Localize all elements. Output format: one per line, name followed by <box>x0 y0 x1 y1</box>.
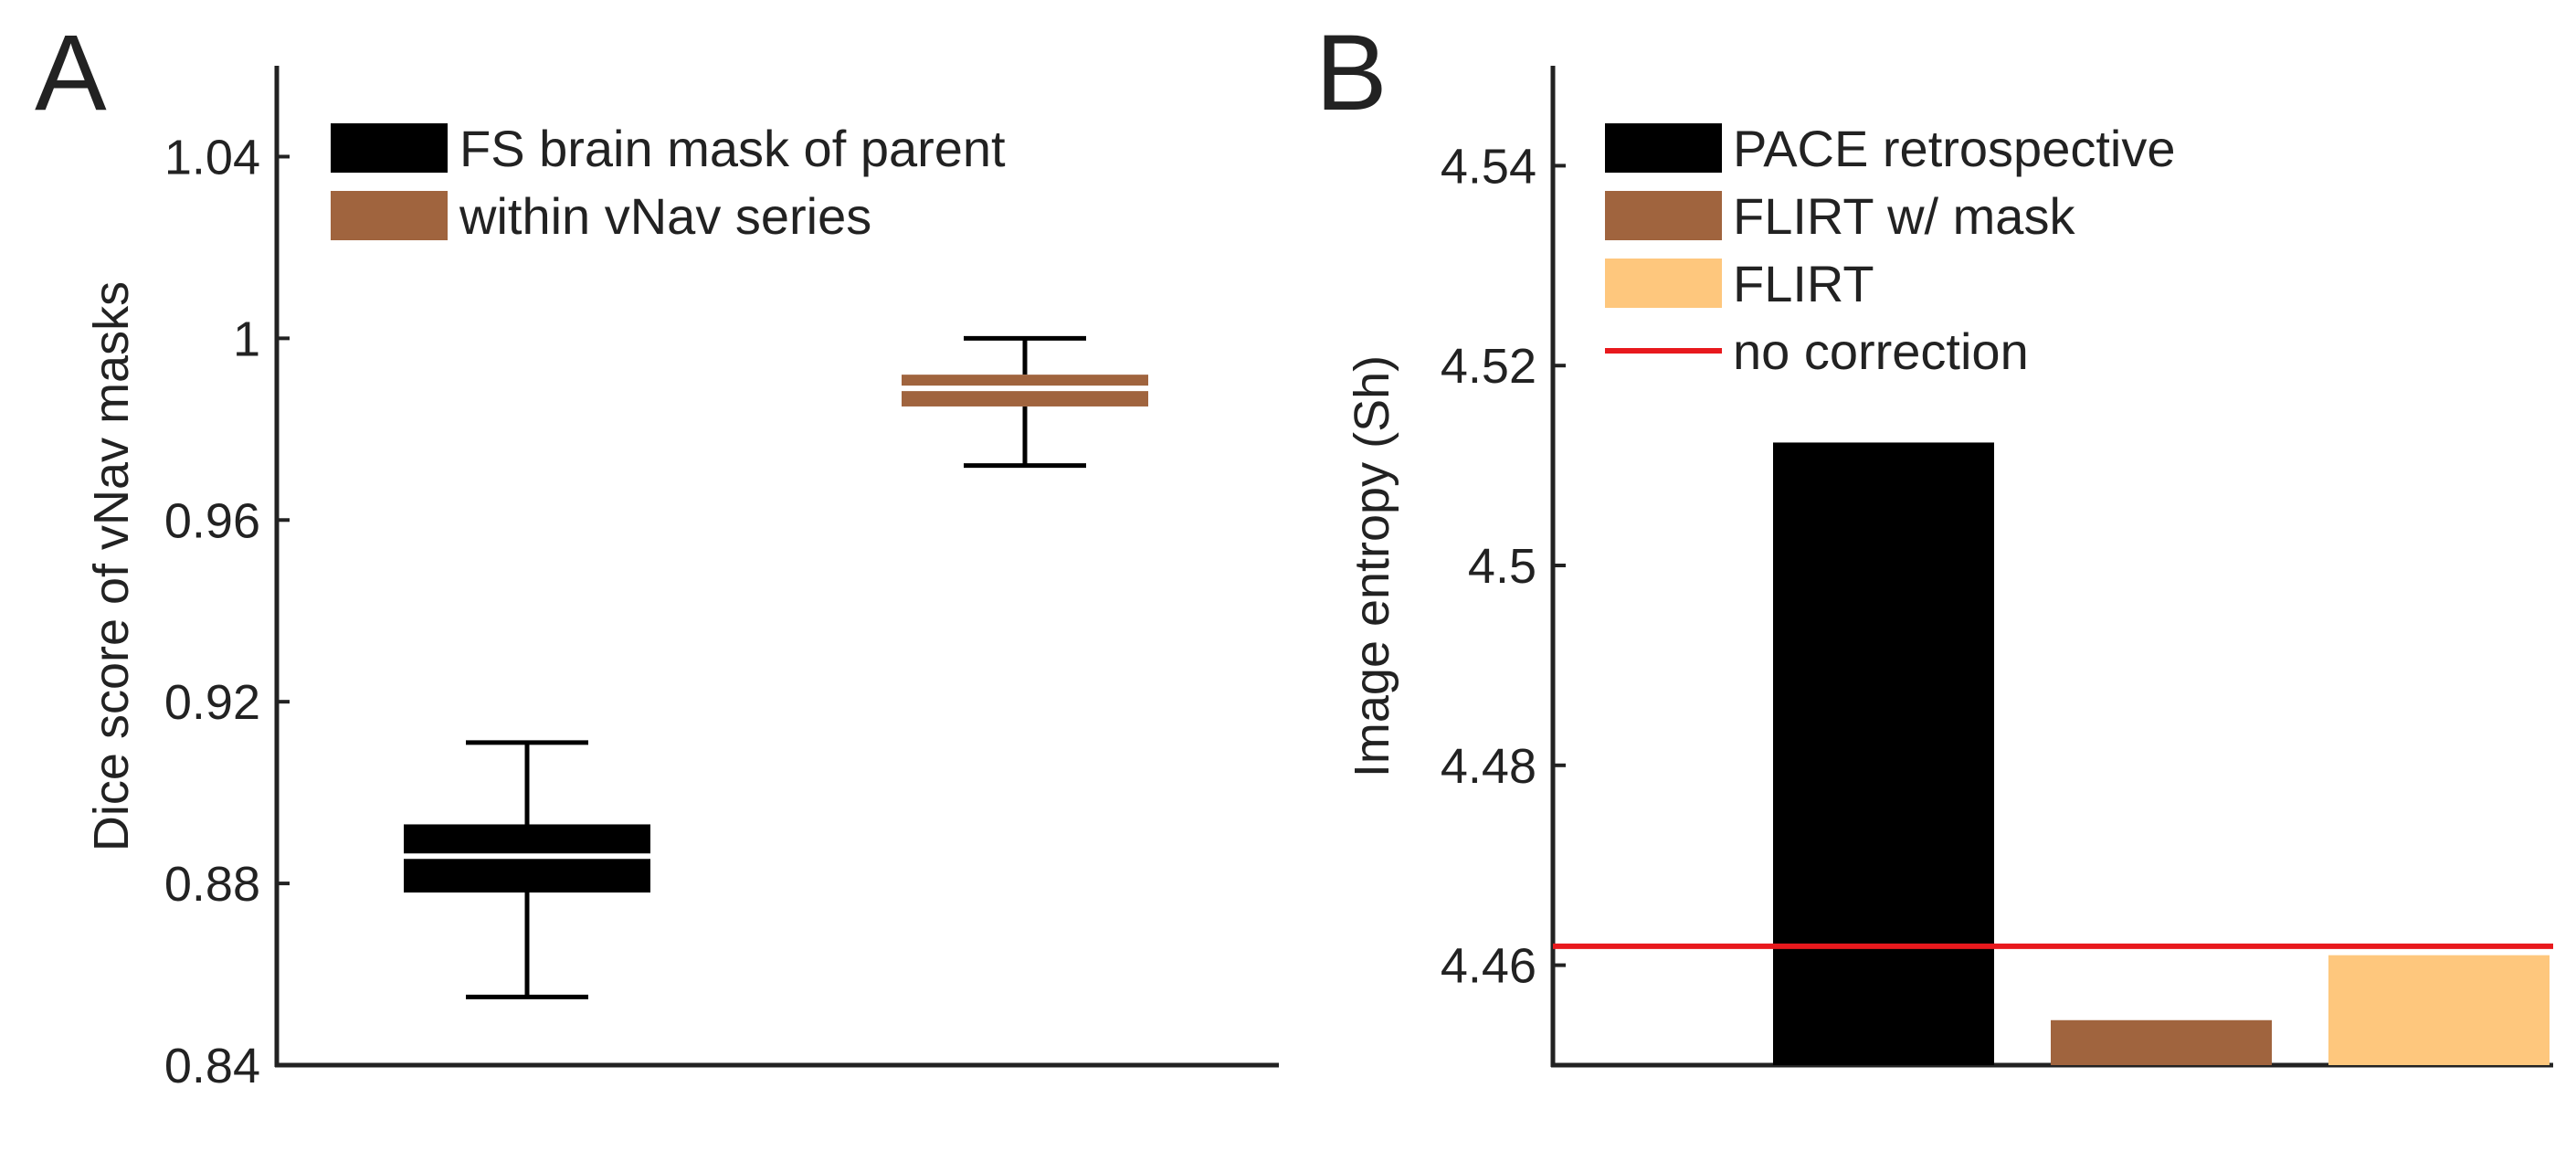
panel-a-letter: A <box>35 13 107 133</box>
bar-2 <box>2328 955 2550 1065</box>
panel-b-letter: B <box>1315 13 1388 133</box>
panel-a: A Dice score of vNav masks 0.840.880.920… <box>35 13 1279 1093</box>
panel-b-y-axis-title: Image entropy (Sh) <box>1345 355 1399 777</box>
panel-a-legend: FS brain mask of parent within vNav seri… <box>331 120 1006 245</box>
panel-b-y-tick-label: 4.52 <box>1441 339 1536 394</box>
panel-b-bars <box>1773 442 2550 1065</box>
panel-a-boxes <box>404 335 1148 999</box>
box-0 <box>404 740 650 999</box>
panel-b-y-tick-label: 4.48 <box>1441 739 1536 794</box>
legend-label-within-vnav: within vNav series <box>459 187 871 245</box>
legend-label-flirt: FLIRT <box>1733 255 1874 312</box>
legend-swatch-within-vnav <box>331 191 448 240</box>
panel-a-y-tick-label: 0.88 <box>164 857 260 912</box>
box-1 <box>902 335 1148 469</box>
legend-label-fs-brain-mask: FS brain mask of parent <box>459 120 1006 177</box>
panel-b-y-ticks: 4.46 4.48 4.5 4.52 4.54 <box>1441 139 1566 994</box>
panel-a-y-tick-label: 1 <box>233 312 260 366</box>
legend-swatch-fs-brain-mask <box>331 123 448 173</box>
panel-a-y-tick-label: 0.92 <box>164 675 260 730</box>
bar-1 <box>2051 1019 2272 1065</box>
legend-label-no-correction: no correction <box>1733 322 2029 380</box>
legend-swatch-flirt-mask <box>1605 191 1722 240</box>
panel-a-y-tick-label: 0.96 <box>164 493 260 548</box>
legend-swatch-pace <box>1605 123 1722 173</box>
panel-b-y-tick-label: 4.5 <box>1468 539 1536 594</box>
legend-label-flirt-mask: FLIRT w/ mask <box>1733 187 2075 245</box>
legend-swatch-flirt <box>1605 259 1722 308</box>
panel-a-y-axis-title: Dice score of vNav masks <box>84 281 139 851</box>
panel-a-y-tick-label: 1.04 <box>164 130 260 185</box>
legend-label-pace: PACE retrospective <box>1733 120 2175 177</box>
bar-0 <box>1773 442 1994 1065</box>
panel-a-y-ticks: 0.84 0.88 0.92 0.96 1 1.04 <box>164 130 290 1093</box>
panel-a-y-tick-label: 0.84 <box>164 1039 260 1093</box>
panel-b-legend: PACE retrospective FLIRT w/ mask FLIRT n… <box>1605 120 2175 380</box>
panel-b-y-tick-label: 4.46 <box>1441 939 1536 994</box>
panel-b: B Image entropy (Sh) 4.46 4.48 4.5 4.52 4.54… <box>1315 13 2553 1068</box>
panel-b-y-tick-label: 4.54 <box>1441 139 1536 194</box>
